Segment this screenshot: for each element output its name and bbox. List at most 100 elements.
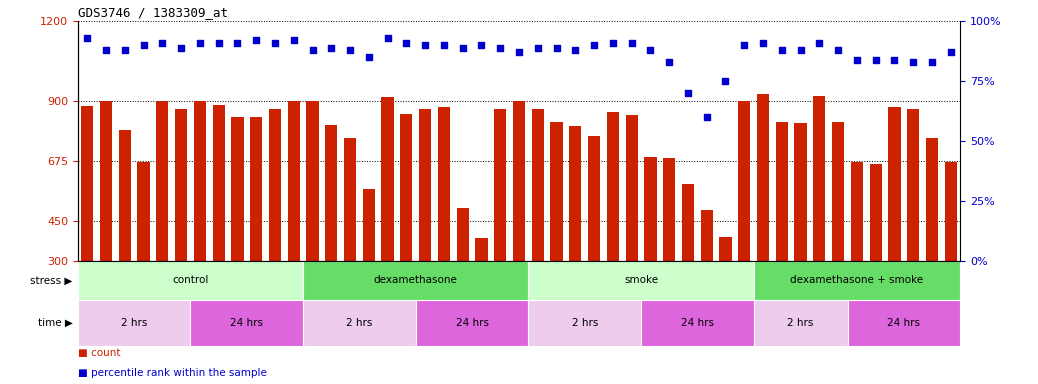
Text: 2 hrs: 2 hrs (572, 318, 598, 328)
Bar (419, 109, 431, 261)
Point (886, 56, 903, 63)
Bar (191, 300, 303, 346)
Text: 2 hrs: 2 hrs (347, 318, 373, 328)
Point (511, 49, 527, 55)
Bar (303, 300, 416, 346)
Bar (157, 101, 168, 261)
Text: smoke: smoke (624, 275, 658, 285)
Point (98, 47, 114, 53)
Bar (303, 261, 528, 300)
Point (192, 40, 209, 46)
Point (567, 47, 583, 53)
Bar (626, 115, 637, 261)
Point (943, 49, 959, 55)
Point (717, 78, 734, 84)
Bar (847, 300, 960, 346)
Bar (175, 109, 187, 261)
Bar (475, 238, 488, 261)
Point (529, 45, 546, 51)
Text: GDS3746 / 1383309_at: GDS3746 / 1383309_at (78, 5, 228, 18)
Bar (438, 107, 450, 261)
Point (323, 45, 339, 51)
Text: 24 hrs: 24 hrs (230, 318, 264, 328)
Point (792, 47, 809, 53)
Bar (81, 106, 93, 261)
Bar (344, 139, 356, 261)
Bar (401, 114, 412, 261)
Text: ■ count: ■ count (78, 348, 120, 358)
Point (905, 59, 922, 65)
Text: time ▶: time ▶ (37, 318, 73, 328)
Point (285, 37, 302, 43)
Text: 24 hrs: 24 hrs (681, 318, 714, 328)
Bar (870, 164, 881, 261)
Bar (813, 96, 825, 261)
Bar (794, 123, 807, 261)
Bar (362, 189, 375, 261)
Text: dexamethasone + smoke: dexamethasone + smoke (790, 275, 924, 285)
Point (604, 40, 621, 46)
Point (811, 40, 827, 46)
Point (267, 40, 283, 46)
Point (304, 47, 321, 53)
Bar (550, 122, 563, 261)
Text: 2 hrs: 2 hrs (121, 318, 147, 328)
Bar (118, 131, 131, 261)
Point (342, 47, 358, 53)
Text: 24 hrs: 24 hrs (887, 318, 921, 328)
Point (379, 35, 395, 41)
Text: 24 hrs: 24 hrs (456, 318, 489, 328)
Point (211, 40, 227, 46)
Bar (926, 139, 938, 261)
Point (436, 42, 453, 48)
Point (229, 40, 246, 46)
Text: control: control (172, 275, 209, 285)
Point (473, 42, 490, 48)
Bar (457, 208, 469, 261)
Bar (757, 94, 769, 261)
Point (755, 40, 771, 46)
Point (773, 47, 790, 53)
Bar (194, 101, 206, 261)
Bar (889, 107, 901, 261)
Bar (645, 157, 656, 261)
Text: dexamethasone: dexamethasone (374, 275, 458, 285)
Point (417, 42, 434, 48)
Point (849, 56, 866, 63)
Bar (719, 237, 732, 261)
Point (661, 59, 678, 65)
Bar (78, 300, 191, 346)
Bar (738, 101, 750, 261)
Point (116, 47, 133, 53)
Bar (701, 210, 713, 261)
Bar (754, 261, 960, 300)
Bar (78, 261, 303, 300)
Text: stress ▶: stress ▶ (30, 275, 73, 285)
Bar (528, 300, 641, 346)
Bar (250, 117, 263, 261)
Text: ■ percentile rank within the sample: ■ percentile rank within the sample (78, 367, 267, 377)
Point (360, 54, 377, 60)
Point (172, 45, 189, 51)
Point (829, 47, 846, 53)
Point (248, 37, 265, 43)
Text: 2 hrs: 2 hrs (788, 318, 814, 328)
Bar (528, 261, 754, 300)
Point (135, 42, 152, 48)
Point (548, 45, 565, 51)
Point (643, 47, 659, 53)
Point (736, 42, 753, 48)
Bar (325, 125, 337, 261)
Point (79, 35, 95, 41)
Point (455, 45, 471, 51)
Bar (382, 97, 393, 261)
Bar (213, 105, 225, 261)
Point (492, 45, 509, 51)
Bar (682, 184, 694, 261)
Bar (663, 158, 676, 261)
Point (398, 40, 414, 46)
Point (154, 40, 170, 46)
Bar (641, 300, 754, 346)
Point (924, 59, 940, 65)
Bar (494, 109, 507, 261)
